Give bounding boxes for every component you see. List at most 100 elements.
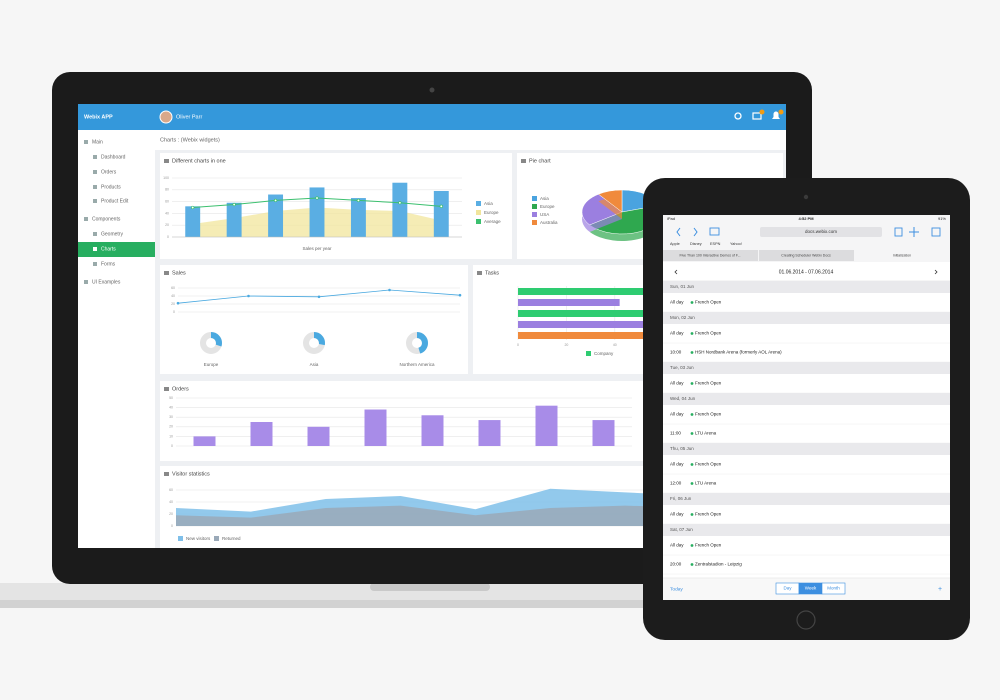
tabs-icon[interactable] — [931, 227, 941, 237]
legend-label: Company — [594, 351, 614, 356]
sidebar-item[interactable]: UI Examples — [92, 279, 121, 285]
sidebar-active — [78, 242, 155, 257]
mail-icon[interactable] — [752, 112, 762, 120]
line-point — [247, 294, 250, 298]
view-button[interactable] — [821, 582, 846, 595]
browser-tab[interactable] — [663, 250, 758, 261]
legend-label: Asia — [540, 196, 549, 201]
event-title[interactable]: LTU Arena — [695, 431, 717, 436]
panel-title: Sales — [172, 270, 186, 276]
legend-swatch — [476, 201, 481, 206]
sidebar-item[interactable]: Main — [92, 139, 103, 145]
legend-label: New visitors — [186, 536, 211, 541]
bookmark[interactable]: Disney — [690, 242, 702, 246]
line-point — [315, 196, 319, 200]
sidebar-item[interactable]: Product Edit — [101, 198, 129, 204]
x-axis-title: Sales per year — [302, 246, 332, 251]
panel-icon — [164, 159, 169, 163]
sidebar-item[interactable]: Charts — [101, 246, 116, 252]
sidebar-item[interactable]: Geometry — [101, 231, 123, 237]
y-tick-label: 60 — [171, 286, 175, 290]
search-icon[interactable] — [734, 112, 742, 120]
tab-title[interactable]: Initialization — [893, 253, 911, 257]
line-point — [398, 201, 402, 205]
sidebar-item[interactable]: Products — [101, 184, 121, 190]
view-label[interactable]: Week — [805, 586, 817, 591]
day-header — [663, 524, 950, 536]
panel-icon — [164, 472, 169, 476]
sidebar-item[interactable]: Forms — [101, 261, 116, 267]
event-title[interactable]: French Open — [695, 412, 722, 417]
event-title[interactable]: French Open — [695, 381, 722, 386]
event-title[interactable]: French Open — [695, 543, 722, 548]
home-button[interactable] — [796, 610, 816, 630]
browser-tab[interactable] — [759, 250, 854, 261]
status-battery: 91% — [938, 216, 946, 221]
view-label[interactable]: Day — [783, 586, 792, 591]
today-button[interactable]: Today — [670, 586, 683, 592]
day-header — [663, 393, 950, 405]
line-point — [317, 295, 321, 299]
sidebar-item[interactable]: Orders — [101, 169, 117, 175]
panel — [160, 265, 468, 374]
event-title[interactable]: French Open — [695, 331, 722, 336]
sidebar-icon — [93, 199, 97, 203]
browser-tab[interactable] — [855, 250, 950, 261]
event-dot — [690, 513, 694, 516]
nav-back[interactable] — [676, 227, 681, 237]
share-icon[interactable] — [894, 227, 903, 237]
bookmark[interactable]: Yahoo! — [730, 242, 742, 246]
line-point — [388, 288, 391, 292]
bell-icon[interactable] — [772, 111, 780, 119]
url-field[interactable] — [760, 227, 882, 237]
tab-title[interactable]: Creating Scheduler Webix Docs — [781, 253, 831, 257]
url[interactable]: docs.webix.com — [805, 229, 837, 234]
event-title[interactable]: French Open — [695, 300, 722, 305]
prev-week[interactable] — [674, 269, 678, 275]
bar — [433, 190, 449, 237]
day-date: Sat, 07 Jun — [670, 527, 693, 532]
line-point — [356, 198, 361, 203]
bookmarks-icon[interactable] — [709, 227, 720, 236]
nav-forward[interactable] — [693, 227, 698, 237]
next-week[interactable] — [934, 269, 938, 275]
panel-icon — [164, 387, 169, 391]
legend-swatch — [178, 536, 183, 541]
event-dot — [690, 563, 694, 566]
bar — [421, 415, 444, 446]
bar — [535, 405, 558, 446]
laptop-base-edge — [0, 600, 870, 608]
donut-label: Asia — [310, 362, 319, 367]
event-title[interactable]: Zentralstadion - Leipzig — [695, 562, 742, 567]
bookmark[interactable]: ESPN — [710, 242, 721, 246]
event-title[interactable]: French Open — [695, 462, 722, 467]
legend-label: Europe — [484, 210, 499, 215]
new-tab-icon[interactable] — [909, 227, 919, 237]
avatar[interactable] — [159, 110, 173, 124]
sidebar-item[interactable]: Dashboard — [101, 154, 126, 160]
y-tick-label: 60 — [165, 200, 169, 204]
status-carrier: iPad — [667, 216, 675, 221]
event-title[interactable]: LTU Arena — [695, 481, 717, 486]
bookmark[interactable]: Apple — [670, 242, 680, 246]
event-title[interactable]: HSH Nordbank Arena (formerly AOL Arena) — [695, 350, 782, 355]
sidebar — [78, 130, 155, 548]
event-title[interactable]: French Open — [695, 512, 722, 517]
event-time: All day — [670, 512, 684, 517]
sidebar-item[interactable]: Components — [92, 216, 121, 222]
day-header — [663, 281, 950, 293]
user-name[interactable]: Oliver Parr — [176, 114, 202, 120]
view-label[interactable]: Month — [827, 586, 840, 591]
donut-value — [303, 332, 325, 354]
day-date: Wed, 04 Jun — [670, 396, 696, 401]
event-time: All day — [670, 462, 684, 467]
bar — [518, 299, 620, 306]
breadcrumb: Charts : (Webix widgets) — [160, 137, 220, 143]
bar — [392, 182, 408, 237]
donut-value — [406, 332, 428, 354]
add-button[interactable]: + — [938, 586, 942, 593]
event-time: 12:00 — [670, 481, 682, 486]
day-header — [663, 493, 950, 505]
event-time: 10:00 — [670, 350, 682, 355]
tab-title[interactable]: Five Than 100 Interactive Demos of F... — [679, 253, 740, 257]
